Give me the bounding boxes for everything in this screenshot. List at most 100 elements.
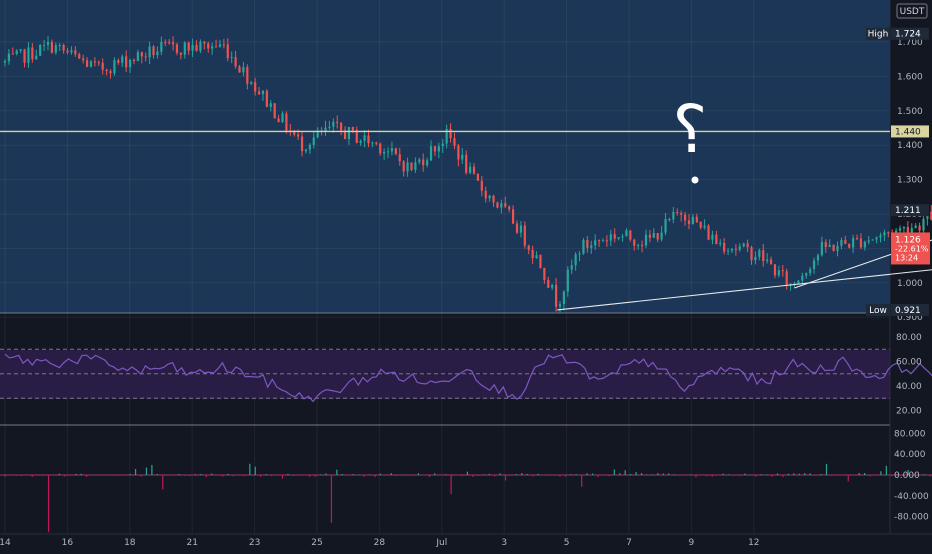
candle-body [441,143,444,147]
price-tick-label: 0.900 [897,313,923,323]
rsi-band [0,350,890,399]
candle-body [652,233,655,238]
price-tick-label: 1.500 [897,107,923,117]
candle-body [711,234,714,240]
candle-body [465,154,468,173]
candle-body [429,146,433,161]
oscillator-layer [0,463,932,533]
time-tick-label: 16 [62,538,74,548]
candle-body [15,50,18,55]
time-tick-label: 28 [374,538,386,548]
rsi-tick-label: 60.00 [896,358,922,368]
candle-body [836,245,839,251]
candle-body [828,244,831,248]
oscillator-pane[interactable] [0,428,890,534]
high-tag-value-bg [891,27,929,40]
candle-body [625,230,628,237]
question-mark-drawing: ? [672,91,707,168]
candle-body [621,236,624,238]
rsi-layer [4,353,932,403]
price-pane[interactable] [0,0,890,313]
currency-selector[interactable] [896,3,928,19]
candle-body [492,195,495,203]
candle-body [277,118,280,123]
candle-body [687,220,691,225]
candle-body [242,67,245,73]
candle-body [707,225,710,240]
candle-body [539,255,542,268]
candle-body [316,130,319,138]
candle-body [214,46,218,48]
candle-body [246,67,249,84]
candle-body [699,222,702,228]
candle-body [613,234,616,239]
candle-body [58,45,61,47]
candle-body [547,279,550,288]
candle-body [398,154,401,162]
candle-body [343,130,347,140]
candle-body [449,128,452,139]
candle-body [703,225,706,228]
previous-price-tag-value: 1.211 [895,206,921,216]
candle-body [78,54,81,59]
candle-body [347,126,351,140]
trendline[interactable] [557,235,932,311]
candle-body [203,41,206,44]
candle-body [230,57,233,59]
candle-body [617,237,620,239]
candle-body [527,245,530,250]
price-tick-label: 1.400 [897,141,923,151]
candle-body [27,47,30,63]
candle-body [121,56,124,63]
candle-body [812,260,816,270]
candle-body [218,44,222,47]
candle-body [570,265,573,270]
candle-body [758,250,761,257]
candle-body [257,91,261,95]
candle-body [7,53,11,62]
candle-body [254,82,257,92]
candle-body [93,61,96,63]
trendline[interactable] [794,114,932,289]
candle-body [742,243,745,247]
time-tick-label: 23 [249,538,260,548]
candle-body [590,245,593,248]
candle-body [867,240,870,242]
candle-body [105,69,108,72]
candle-body [394,148,397,155]
candle-body [656,233,659,240]
candle-body [637,244,640,246]
candle-body [476,173,480,181]
price-tick-label: 1.000 [897,279,923,289]
oscillator-tick-label: 80.000 [894,429,926,439]
candle-body [414,162,417,170]
candle-body [336,121,339,123]
candle-body [480,180,483,191]
candle-body [402,161,405,172]
current-change: -22.61% [895,244,929,253]
candle-body [300,136,304,152]
candle-body [672,212,675,220]
candle-body [883,232,886,236]
candle-body [754,256,757,261]
candle-body [179,52,182,55]
candle-body [156,51,159,56]
candle-body [453,138,456,146]
candle-body [887,232,890,234]
candle-body [386,151,390,153]
candle-body [832,244,835,251]
candle-body [324,127,327,132]
candle-body [355,130,358,143]
candle-body [261,90,265,95]
candle-body [922,218,925,231]
candle-body [738,246,741,250]
rsi-tick-label: 20.00 [896,407,922,417]
time-tick-label: 5 [564,538,570,548]
candle-body [777,270,780,276]
candle-body [328,126,331,128]
candle-body [820,241,823,256]
candle-body [629,230,632,240]
candle-body [723,242,726,252]
